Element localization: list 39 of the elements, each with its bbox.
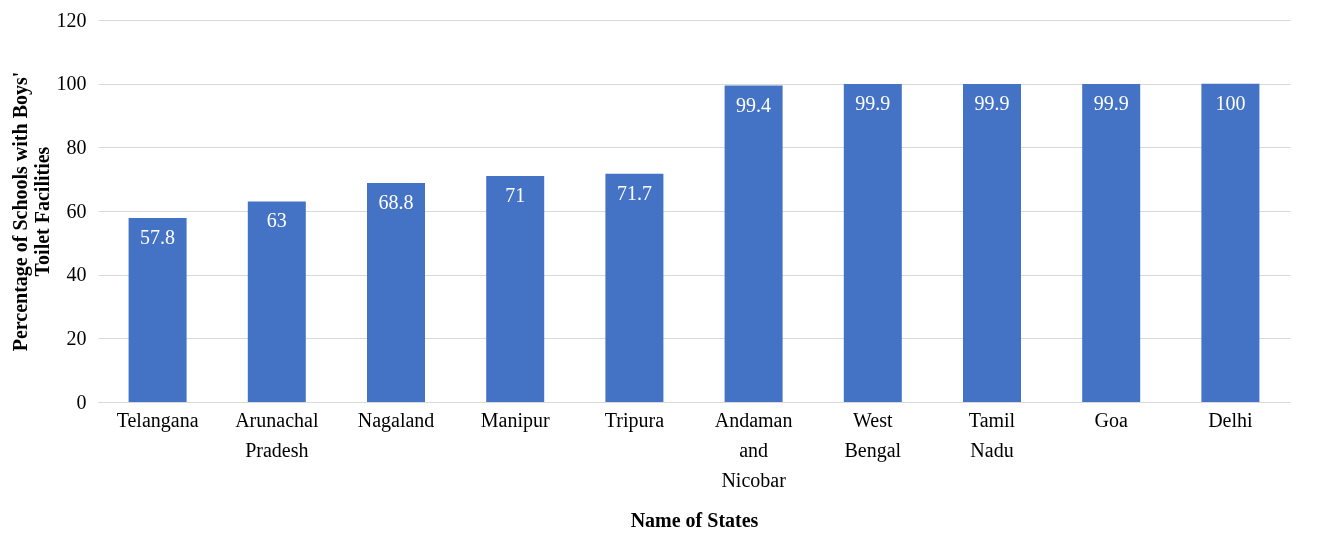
y-tick-label: 100 <box>56 72 87 95</box>
x-tick-label: Manipur <box>480 408 550 432</box>
bar <box>247 201 306 402</box>
data-label: 99.9 <box>855 91 891 114</box>
bar <box>843 83 902 402</box>
data-label: 100 <box>1215 91 1246 114</box>
bar <box>605 173 664 402</box>
bar <box>1201 83 1260 402</box>
x-tick-label: Tripura <box>604 408 665 432</box>
data-label: 99.9 <box>1093 91 1129 114</box>
x-tick-label: West Bengal <box>844 408 902 462</box>
x-tick-label: Arunachal Pradesh <box>235 408 319 461</box>
bar <box>367 182 425 402</box>
x-tick-label: Tamil Nadu <box>968 408 1016 461</box>
data-label: 71 <box>505 183 526 206</box>
y-tick-label: 40 <box>66 263 87 286</box>
y-axis-title: Percentage of Schools with Boys' Toilet Facilities <box>8 71 53 352</box>
y-tick-label: 80 <box>66 135 87 158</box>
data-label: 71.7 <box>616 181 652 204</box>
x-tick-label: Nagaland <box>357 408 435 432</box>
x-axis-title: Name of States <box>630 508 759 531</box>
y-tick-label: 20 <box>66 326 87 349</box>
data-label: 99.9 <box>974 91 1010 114</box>
data-label: 68.8 <box>378 190 414 213</box>
y-tick-label: 0 <box>76 390 87 413</box>
bar <box>724 85 783 402</box>
bar <box>128 218 187 402</box>
y-tick-label: 120 <box>56 8 87 31</box>
data-label: 57.8 <box>140 226 176 248</box>
y-tick-label: 60 <box>66 199 87 222</box>
x-tick-label: Goa <box>1094 408 1128 431</box>
data-label: 99.4 <box>736 93 772 116</box>
data-label: 63 <box>266 209 287 232</box>
bar <box>486 175 545 402</box>
x-tick-label: Telangana <box>116 408 199 432</box>
x-tick-label: Andaman and Nicobar <box>714 408 793 491</box>
bar <box>1082 83 1141 402</box>
bar <box>963 83 1021 402</box>
x-tick-label: Delhi <box>1208 408 1254 431</box>
